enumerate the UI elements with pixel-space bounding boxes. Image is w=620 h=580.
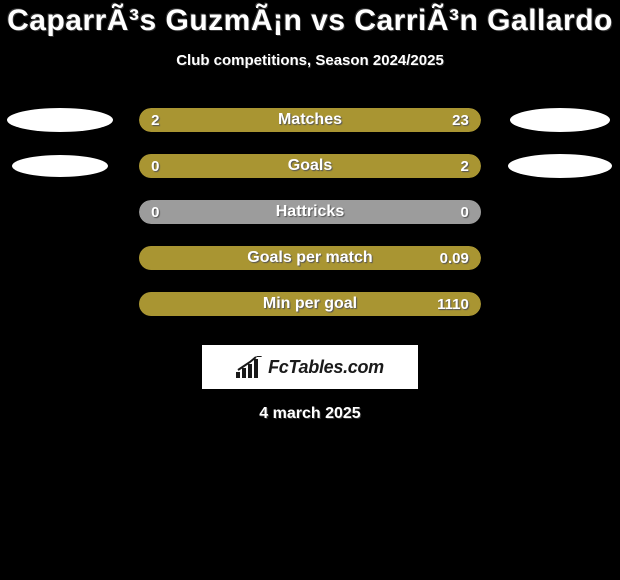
stat-row-gpm: Goals per match 0.09 (0, 235, 620, 281)
stat-value-left: 2 (151, 112, 159, 129)
date-text: 4 march 2025 (0, 405, 620, 423)
left-side (0, 155, 119, 177)
stat-value-right: 0.09 (440, 250, 469, 267)
logo-box[interactable]: FcTables.com (202, 345, 418, 389)
subtitle: Club competitions, Season 2024/2025 (0, 52, 620, 69)
stat-value-right: 1110 (437, 296, 469, 313)
stat-value-left: 0 (151, 158, 159, 175)
logo-text: FcTables.com (268, 357, 384, 378)
bar-right-fill (164, 108, 480, 132)
bar-left-fill (139, 200, 481, 224)
left-side (0, 108, 119, 132)
bar-right-fill (139, 246, 481, 270)
stat-bar: Goals per match 0.09 (139, 246, 481, 270)
stat-value-left: 0 (151, 204, 159, 221)
stat-row-mpg: Min per goal 1110 (0, 281, 620, 327)
stat-row-matches: 2 Matches 23 (0, 97, 620, 143)
stat-bar: 0 Hattricks 0 (139, 200, 481, 224)
stat-bar: 2 Matches 23 (139, 108, 481, 132)
stat-value-right: 0 (460, 204, 468, 221)
right-side (501, 108, 620, 132)
stat-bar: 0 Goals 2 (139, 154, 481, 178)
stat-bar: Min per goal 1110 (139, 292, 481, 316)
ellipse-left-icon (12, 155, 108, 177)
bar-right-fill (139, 154, 481, 178)
ellipse-right-icon (508, 154, 612, 178)
stats-container: 2 Matches 23 0 Goals 2 (0, 97, 620, 327)
page-title: CaparrÃ³s GuzmÃ¡n vs CarriÃ³n Gallardo (0, 4, 620, 38)
stat-value-right: 2 (460, 158, 468, 175)
stat-value-right: 23 (452, 112, 469, 129)
stat-row-goals: 0 Goals 2 (0, 143, 620, 189)
logo-chart-icon (236, 356, 262, 378)
ellipse-left-icon (7, 108, 113, 132)
stat-row-hattricks: 0 Hattricks 0 (0, 189, 620, 235)
ellipse-right-icon (510, 108, 610, 132)
bar-right-fill (139, 292, 481, 316)
right-side (501, 154, 620, 178)
